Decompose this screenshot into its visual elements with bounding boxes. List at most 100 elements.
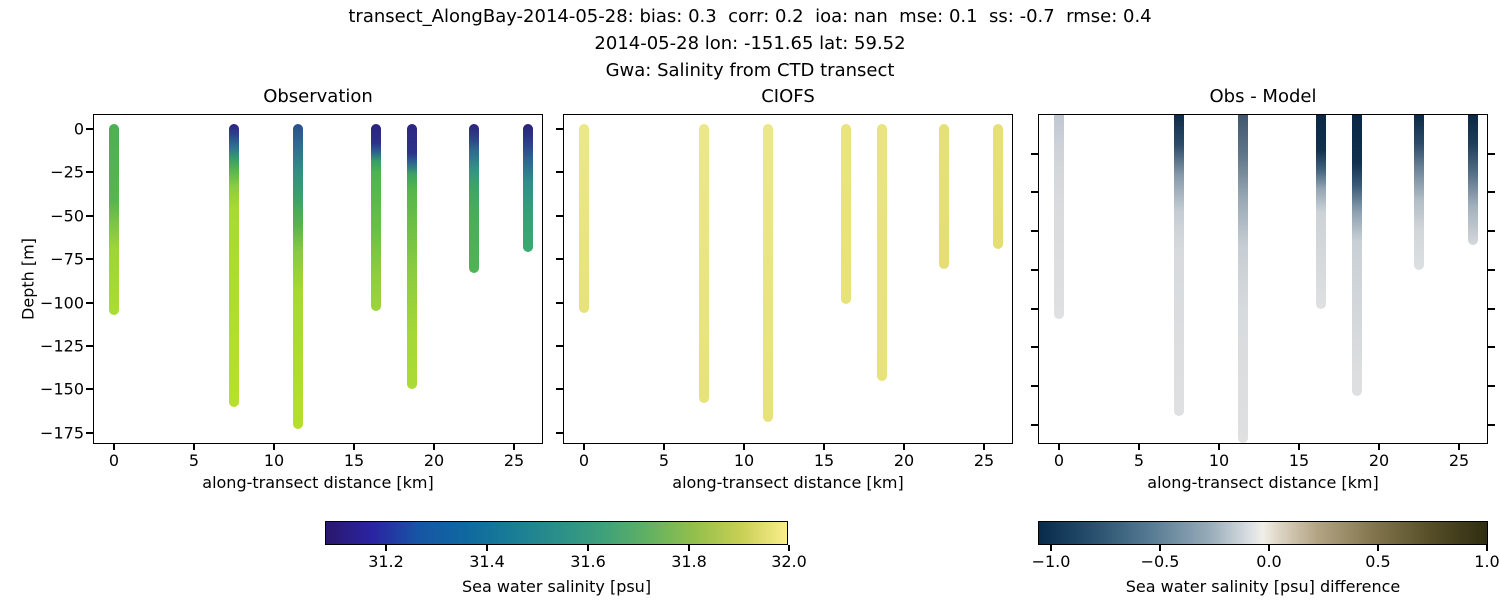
x-tick-label: 25 [503,451,525,470]
colorbar-tick [385,545,387,551]
y-tick [556,388,563,391]
y-tick-right [1488,423,1495,426]
x-axis-label: along-transect distance [km] [672,473,904,492]
x-axis-label: along-transect distance [km] [1147,473,1379,492]
x-tick-label: 10 [733,451,755,470]
profile-bar-observation-18.65km [407,124,418,390]
y-tick [1031,384,1038,387]
y-tick-label: −25 [50,162,84,182]
y-tick-label: −175 [40,423,84,443]
colorbar-tick-label: 32.0 [771,552,807,571]
y-tick [86,388,93,391]
colorbar-tick-label: −1.0 [1031,552,1071,571]
figure-title: transect_AlongBay-2014-05-28: bias: 0.3 … [0,3,1500,84]
profile-bar-obs-model-0km [1054,115,1064,319]
colorbar-tick [1159,545,1161,551]
y-tick-right [1488,307,1495,310]
x-tick [113,444,115,450]
x-tick-label: 15 [343,451,365,470]
y-tick-label: −100 [40,293,84,313]
profile-bar-obs-model-16.4km [1316,115,1327,309]
colorbar-tick-label: 31.8 [671,552,707,571]
y-tick [1031,268,1038,271]
y-tick-label: −150 [40,379,84,399]
colorbar-tick [1486,545,1488,551]
x-tick-label: 20 [423,451,445,470]
colorbar-tick [1050,545,1052,551]
colorbar-label: Sea water salinity [psu] [461,577,652,596]
y-tick [86,128,93,130]
x-tick-label: 5 [188,451,200,470]
x-tick [1058,444,1060,450]
y-tick [556,344,563,347]
x-tick [583,444,585,450]
x-tick [1378,444,1380,450]
x-tick [743,444,745,450]
panel-ciofs: CIOFS along-transect distance [km] 0 5 10 1… [556,86,1013,492]
y-tick [1031,346,1038,349]
y-tick-right [1488,191,1495,194]
x-tick-label: 0 [578,451,590,470]
colorbar-tick-label: 31.6 [570,552,606,571]
y-tick [1031,152,1038,155]
x-tick-label: 0 [108,451,120,470]
x-tick [1138,444,1140,450]
title-line-variable: Gwa: Salinity from CTD transect [605,60,895,81]
colorbar-label: Sea water salinity [psu] difference [1125,577,1401,596]
colorbar-salinity: Sea water salinity [psu] 31.2 31.4 31.6 31.… [325,521,807,596]
x-axis-label: along-transect distance [km] [202,473,434,492]
colorbar-tick-label: 1.0 [1474,552,1500,571]
y-tick [1031,230,1038,233]
x-tick-label: 5 [658,451,670,470]
profile-bar-ciofs-22.5km [939,124,949,270]
x-tick [1458,444,1460,450]
profile-bar-ciofs-11.5km [763,124,773,423]
panel-title: Observation [263,86,373,107]
profile-bar-observation-25.85km [522,124,533,253]
panel-observation: Observation along-transect distance [km]… [40,86,543,492]
y-tick [86,214,93,217]
y-tick-right [1488,346,1495,349]
y-tick [556,301,563,304]
y-tick [556,128,563,130]
y-tick-right [1488,268,1495,271]
colorbar-tick [788,545,790,551]
profile-bar-obs-model-25.85km [1467,115,1478,245]
x-tick [513,444,515,450]
colorbar-tick-label: 31.4 [469,552,505,571]
x-tick [353,444,355,450]
profile-bar-obs-model-18.65km [1352,115,1363,397]
y-tick-label: 0 [73,119,84,139]
y-tick [1031,423,1038,426]
colorbar-tick-label: 0.5 [1365,552,1391,571]
y-tick-right [1488,230,1495,233]
colorbar-tick [688,545,690,551]
y-tick-right [1488,384,1495,387]
x-tick-label: 25 [973,451,995,470]
y-tick-label: −125 [40,336,84,356]
x-tick [1218,444,1220,450]
profile-bar-observation-22.5km [469,124,479,273]
x-tick-label: 10 [1208,451,1230,470]
colorbar-tick [587,545,589,551]
y-tick [86,344,93,347]
panel-obs-minus-model: Obs - Model along-transect distance [km]… [1031,86,1495,492]
x-tick-label: 20 [1368,451,1390,470]
profile-bar-obs-model-22.5km [1414,115,1424,271]
x-tick [193,444,195,450]
profile-bar-ciofs-0km [579,124,589,313]
x-tick [903,444,905,450]
colorbar-tick [1377,545,1379,551]
title-line-location: 2014-05-28 lon: -151.65 lat: 59.52 [594,33,906,54]
y-tick [556,258,563,261]
profile-bar-obs-model-7.5km [1174,115,1184,416]
profile-bar-observation-11.5km [293,124,303,430]
x-tick-label: 10 [263,451,285,470]
profile-bar-ciofs-16.4km [841,124,852,305]
x-tick [823,444,825,450]
y-tick [86,431,93,434]
x-tick-label: 25 [1448,451,1470,470]
colorbar-tick-label: −0.5 [1140,552,1180,571]
y-tick-label: −50 [50,206,84,226]
panel-title: Obs - Model [1209,86,1317,107]
